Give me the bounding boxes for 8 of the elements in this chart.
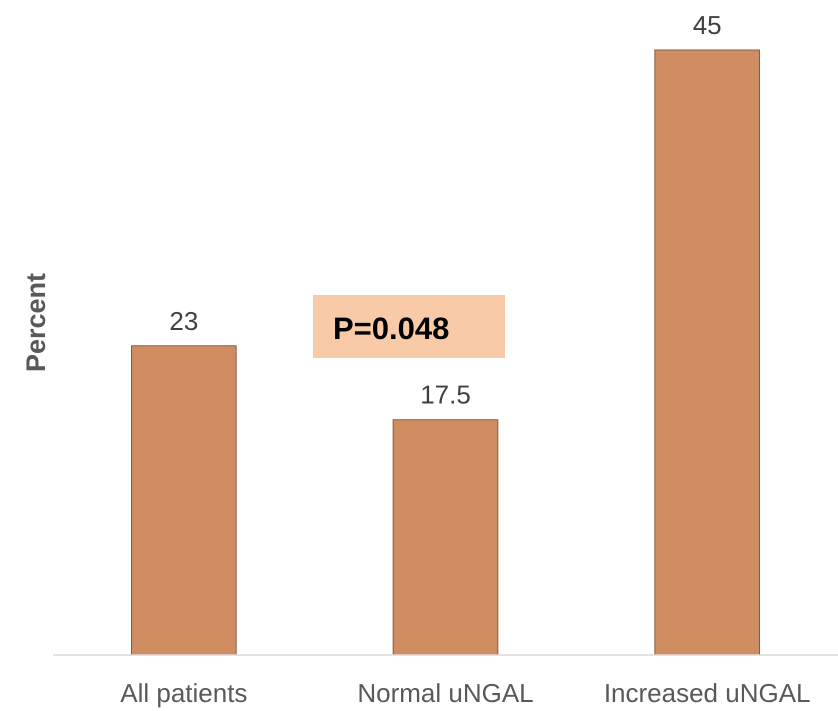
x-tick-label: Normal uNGAL bbox=[357, 678, 534, 708]
data-label: 45 bbox=[692, 10, 722, 40]
data-label: 17.5 bbox=[420, 380, 471, 410]
x-tick-label: All patients bbox=[120, 678, 248, 708]
data-label: 23 bbox=[169, 306, 198, 336]
x-tick-label: Increased uNGAL bbox=[604, 678, 811, 708]
y-axis-title: Percent bbox=[21, 272, 51, 372]
annotation: P=0.048 bbox=[333, 311, 450, 346]
